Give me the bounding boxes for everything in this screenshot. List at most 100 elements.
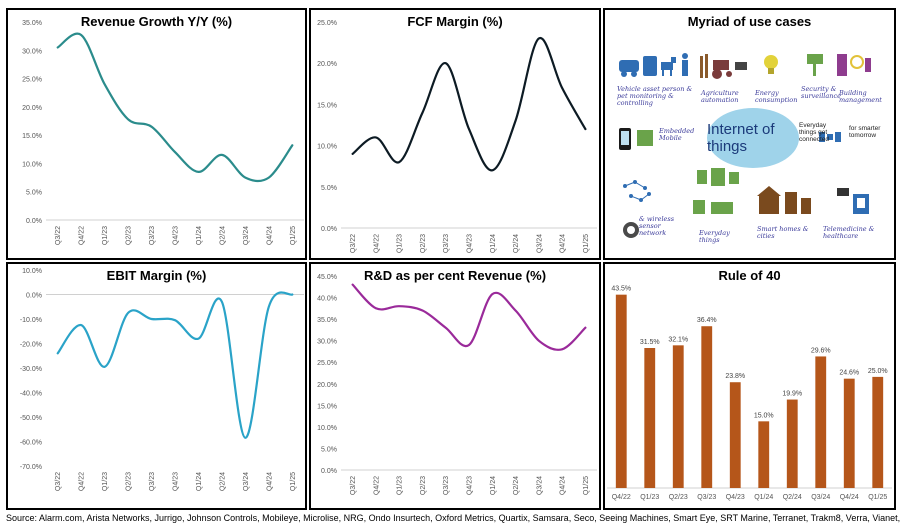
data-point xyxy=(174,319,176,322)
caption-building: Building management xyxy=(839,89,882,104)
caption-smarter: for smarter tomorrow xyxy=(849,125,881,139)
x-tick-label: Q3/22 xyxy=(350,476,357,495)
data-point xyxy=(56,352,59,355)
appliance-icon xyxy=(693,168,739,214)
series-line xyxy=(351,283,587,351)
y-tick-label: -20.0% xyxy=(20,342,42,349)
y-tick-label: 10.0% xyxy=(22,161,42,168)
caption-wireless: & wireless sensor network xyxy=(639,215,675,237)
data-point xyxy=(150,125,153,128)
x-tick-label: Q2/24 xyxy=(219,226,226,245)
data-label: 23.8% xyxy=(725,373,745,380)
x-tick-label: Q1/23 xyxy=(397,234,404,253)
data-point xyxy=(468,128,470,130)
y-tick-label: 15.0% xyxy=(317,102,337,109)
y-tick-label: 5.0% xyxy=(26,190,42,197)
series-line xyxy=(56,291,294,439)
bar xyxy=(815,356,827,488)
data-point xyxy=(127,312,129,314)
x-tick-label: Q1/23 xyxy=(102,472,109,491)
caption-vehicle: Vehicle asset person & pet monitoring & … xyxy=(617,85,693,107)
caption-energy: Energy consumption xyxy=(755,89,798,104)
x-tick-label: Q1/24 xyxy=(196,226,203,245)
data-point xyxy=(468,344,470,346)
data-point xyxy=(538,339,540,342)
phone-icon xyxy=(619,128,631,150)
revenue-growth-panel: 0.0% 5.0% 10.0% 15.0% 20.0% 25.0% 30.0% 35.0% Q3… xyxy=(6,8,307,260)
caption-tele: Telemedicine & healthcare xyxy=(823,225,875,240)
x-tick-label: Q4/23 xyxy=(173,226,180,245)
y-tick-label: 25.0% xyxy=(317,20,337,27)
x-tick-label: Q4/22 xyxy=(79,472,86,491)
data-label: 32.1% xyxy=(668,336,688,343)
y-tick-label: 30.0% xyxy=(22,48,42,55)
x-tick-label: Q1/25 xyxy=(868,494,887,501)
fcf-margin-chart: 0.0% 5.0% 10.0% 15.0% 20.0% 25.0% Q3/22 Q4/22 Q1… xyxy=(317,20,597,253)
y-tick-label: -10.0% xyxy=(20,317,42,324)
tractor-icon xyxy=(712,60,732,79)
home-icon xyxy=(757,186,811,214)
data-point xyxy=(444,62,447,64)
health-icon xyxy=(837,188,869,214)
bar xyxy=(701,326,713,488)
x-tick-label: Q2/23 xyxy=(669,494,688,501)
data-point xyxy=(375,136,377,139)
y-tick-label: 30.0% xyxy=(317,339,337,346)
data-point xyxy=(80,34,82,36)
x-tick-label: Q2/24 xyxy=(783,494,802,501)
data-point xyxy=(291,293,294,296)
revenue-growth-chart: 0.0% 5.0% 10.0% 15.0% 20.0% 25.0% 30.0% 35.0% Q3… xyxy=(22,20,304,245)
x-tick-label: Q1/24 xyxy=(490,476,497,495)
sensor-network-icon xyxy=(623,180,651,202)
x-tick-label: Q3/24 xyxy=(811,494,830,501)
y-tick-label: 25.0% xyxy=(22,77,42,84)
data-point xyxy=(421,111,424,114)
x-tick-label: Q3/23 xyxy=(149,226,156,245)
data-point xyxy=(561,348,563,351)
x-tick-label: Q3/24 xyxy=(243,472,250,491)
x-tick-label: Q4/24 xyxy=(266,226,273,245)
x-tick-label: Q4/24 xyxy=(840,494,859,501)
data-point xyxy=(444,326,447,329)
y-tick-label: 20.0% xyxy=(22,105,42,112)
bar xyxy=(729,382,741,488)
x-tick-label: Q2/23 xyxy=(420,234,427,253)
x-tick-label: Q3/23 xyxy=(149,472,156,491)
wheat-icon xyxy=(700,54,708,78)
caption-everyday: Everyday things xyxy=(699,229,730,244)
series-line xyxy=(56,32,294,183)
wireless-icon xyxy=(623,222,639,238)
caption-everyday-connected: Everyday things get connected xyxy=(799,122,829,143)
x-tick-label: Q2/23 xyxy=(420,476,427,495)
camera-icon xyxy=(807,54,823,76)
data-point xyxy=(351,153,354,155)
car-icon xyxy=(619,60,639,77)
data-point xyxy=(268,305,270,308)
x-tick-label: Q3/24 xyxy=(243,226,250,245)
bar xyxy=(758,421,770,488)
data-point xyxy=(584,128,587,130)
source-note: Source: Alarm.com, Arista Networks, Jurr… xyxy=(6,513,902,523)
data-point xyxy=(244,437,247,439)
x-tick-label: Q1/24 xyxy=(490,234,497,253)
y-tick-label: -50.0% xyxy=(20,415,42,422)
x-tick-label: Q4/22 xyxy=(79,226,86,245)
data-point xyxy=(244,176,247,179)
data-label: 36.4% xyxy=(697,317,717,324)
data-point xyxy=(197,171,200,173)
y-tick-label: 10.0% xyxy=(22,268,42,275)
bulb-icon xyxy=(764,55,778,74)
data-point xyxy=(268,176,270,179)
x-tick-label: Q3/24 xyxy=(536,476,543,495)
chip-icon xyxy=(637,130,653,146)
y-tick-label: 10.0% xyxy=(317,425,337,432)
data-point xyxy=(561,87,563,89)
ebit-margin-chart: -70.0% -60.0% -50.0% -40.0% -30.0% -20.0% -10.… xyxy=(20,268,304,491)
x-tick-label: Q4/23 xyxy=(467,476,474,495)
data-label: 25.0% xyxy=(868,368,888,375)
data-label: 29.6% xyxy=(811,347,831,354)
x-tick-label: Q3/22 xyxy=(350,234,357,253)
y-tick-label: -70.0% xyxy=(20,464,42,471)
caption-agri: Agriculture automation xyxy=(701,89,739,104)
iot-title: Myriad of use cases xyxy=(687,14,812,29)
